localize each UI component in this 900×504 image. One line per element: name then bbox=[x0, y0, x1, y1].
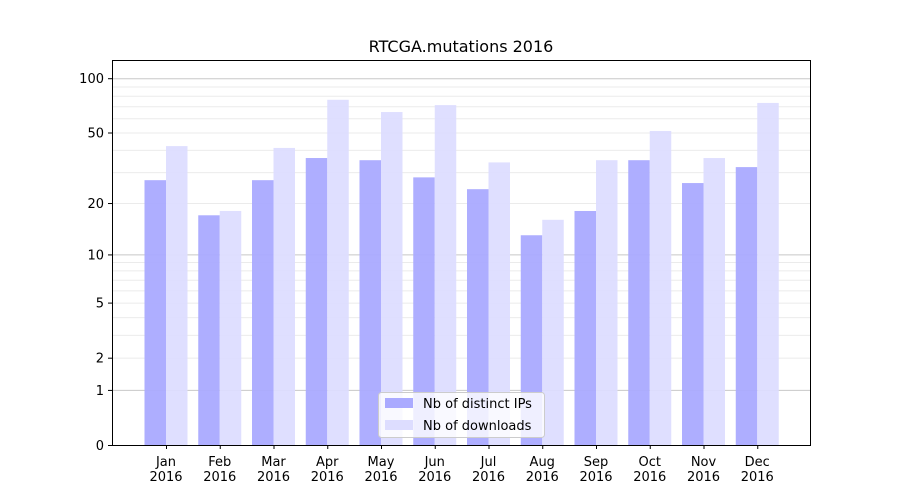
y-tick-label: 1 bbox=[96, 384, 104, 399]
y-tick-label: 2 bbox=[96, 352, 104, 367]
y-tick-label: 100 bbox=[79, 72, 104, 87]
x-tick-label: Feb 2016 bbox=[203, 455, 236, 485]
legend-label-downloads: Nb of downloads bbox=[423, 419, 532, 434]
legend-swatch-downloads bbox=[385, 420, 413, 430]
x-tick-label: Nov 2016 bbox=[687, 455, 720, 485]
bar-downloads bbox=[488, 162, 510, 445]
x-axis: Jan 2016 Feb 2016 Mar 2016 Apr 2016 May 2016 Jun 20… bbox=[149, 445, 774, 485]
y-tick-label: 20 bbox=[87, 197, 104, 212]
y-tick-label: 10 bbox=[87, 248, 104, 263]
bars bbox=[144, 99, 779, 446]
legend-swatch-ips bbox=[385, 398, 413, 408]
bar-downloads bbox=[381, 112, 403, 445]
x-tick-label: Jan 2016 bbox=[149, 455, 182, 485]
bar-downloads bbox=[703, 158, 725, 445]
x-tick-label: Mar 2016 bbox=[257, 455, 290, 485]
x-tick-label: Apr 2016 bbox=[311, 455, 344, 485]
x-tick-label: Oct 2016 bbox=[633, 455, 666, 485]
bar-downloads bbox=[542, 219, 564, 445]
bar-downloads bbox=[434, 105, 457, 446]
bar-downloads bbox=[166, 146, 188, 445]
bar-downloads bbox=[219, 210, 242, 445]
bar-ips bbox=[252, 180, 274, 445]
x-tick-label: Jul 2016 bbox=[472, 455, 505, 485]
bar-ips bbox=[574, 210, 596, 445]
legend-label-ips: Nb of distinct IPs bbox=[423, 397, 532, 412]
x-tick-label: May 2016 bbox=[364, 455, 397, 485]
bar-ips bbox=[413, 177, 435, 445]
y-tick-label: 0 bbox=[96, 439, 104, 454]
chart-title: RTCGA.mutations 2016 bbox=[369, 37, 554, 56]
bar-downloads bbox=[757, 102, 779, 445]
bar-downloads bbox=[596, 160, 618, 446]
bar-ips bbox=[467, 189, 489, 445]
bar-ips bbox=[359, 160, 381, 446]
bar-ips bbox=[735, 167, 758, 445]
x-tick-label: Sep 2016 bbox=[579, 455, 612, 485]
bar-ips bbox=[144, 180, 166, 445]
bar-ips bbox=[198, 215, 220, 445]
bar-ips bbox=[682, 183, 704, 445]
x-tick-label: Dec 2016 bbox=[741, 455, 774, 485]
x-tick-label: Jun 2016 bbox=[418, 455, 451, 485]
legend: Nb of distinct IPs Nb of downloads bbox=[378, 392, 545, 438]
bar-downloads bbox=[649, 130, 672, 445]
axes-frame bbox=[112, 60, 811, 446]
bar-ips bbox=[628, 160, 650, 446]
y-tick-label: 5 bbox=[96, 297, 104, 312]
y-tick-label: 50 bbox=[87, 127, 104, 142]
x-tick-label: Aug 2016 bbox=[526, 455, 559, 485]
bar-ips bbox=[305, 158, 328, 445]
bar-downloads bbox=[273, 147, 295, 445]
y-axis: 0 1 2 5 10 20 50 100 bbox=[79, 72, 112, 454]
bar-downloads bbox=[327, 99, 349, 446]
